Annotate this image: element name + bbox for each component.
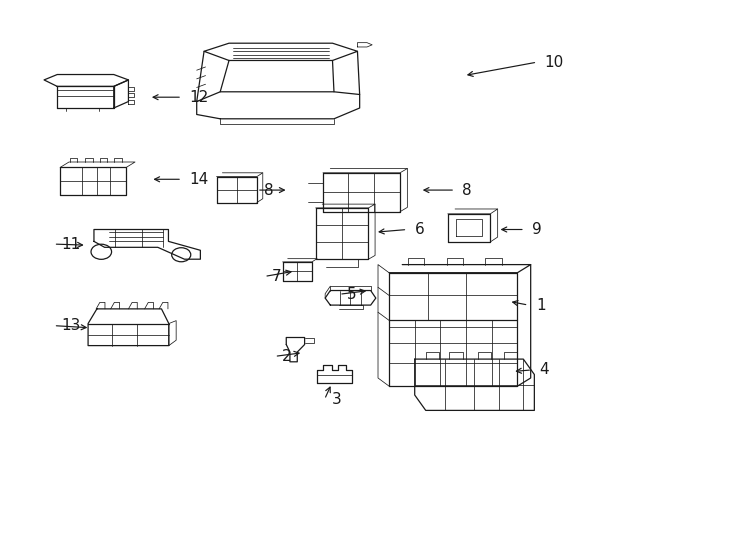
Text: 1: 1 <box>536 298 545 313</box>
Text: 11: 11 <box>61 237 80 252</box>
Text: 8: 8 <box>264 183 274 198</box>
Text: 5: 5 <box>346 287 356 302</box>
Text: 6: 6 <box>415 222 424 237</box>
Text: 2: 2 <box>282 349 291 364</box>
Text: 13: 13 <box>61 318 80 333</box>
Text: 12: 12 <box>189 90 208 105</box>
Text: 14: 14 <box>189 172 208 187</box>
Text: 4: 4 <box>539 362 549 377</box>
Text: 9: 9 <box>532 222 542 237</box>
Text: 3: 3 <box>332 392 341 407</box>
Text: 10: 10 <box>545 55 564 70</box>
Text: 7: 7 <box>272 269 281 284</box>
Text: 8: 8 <box>462 183 472 198</box>
